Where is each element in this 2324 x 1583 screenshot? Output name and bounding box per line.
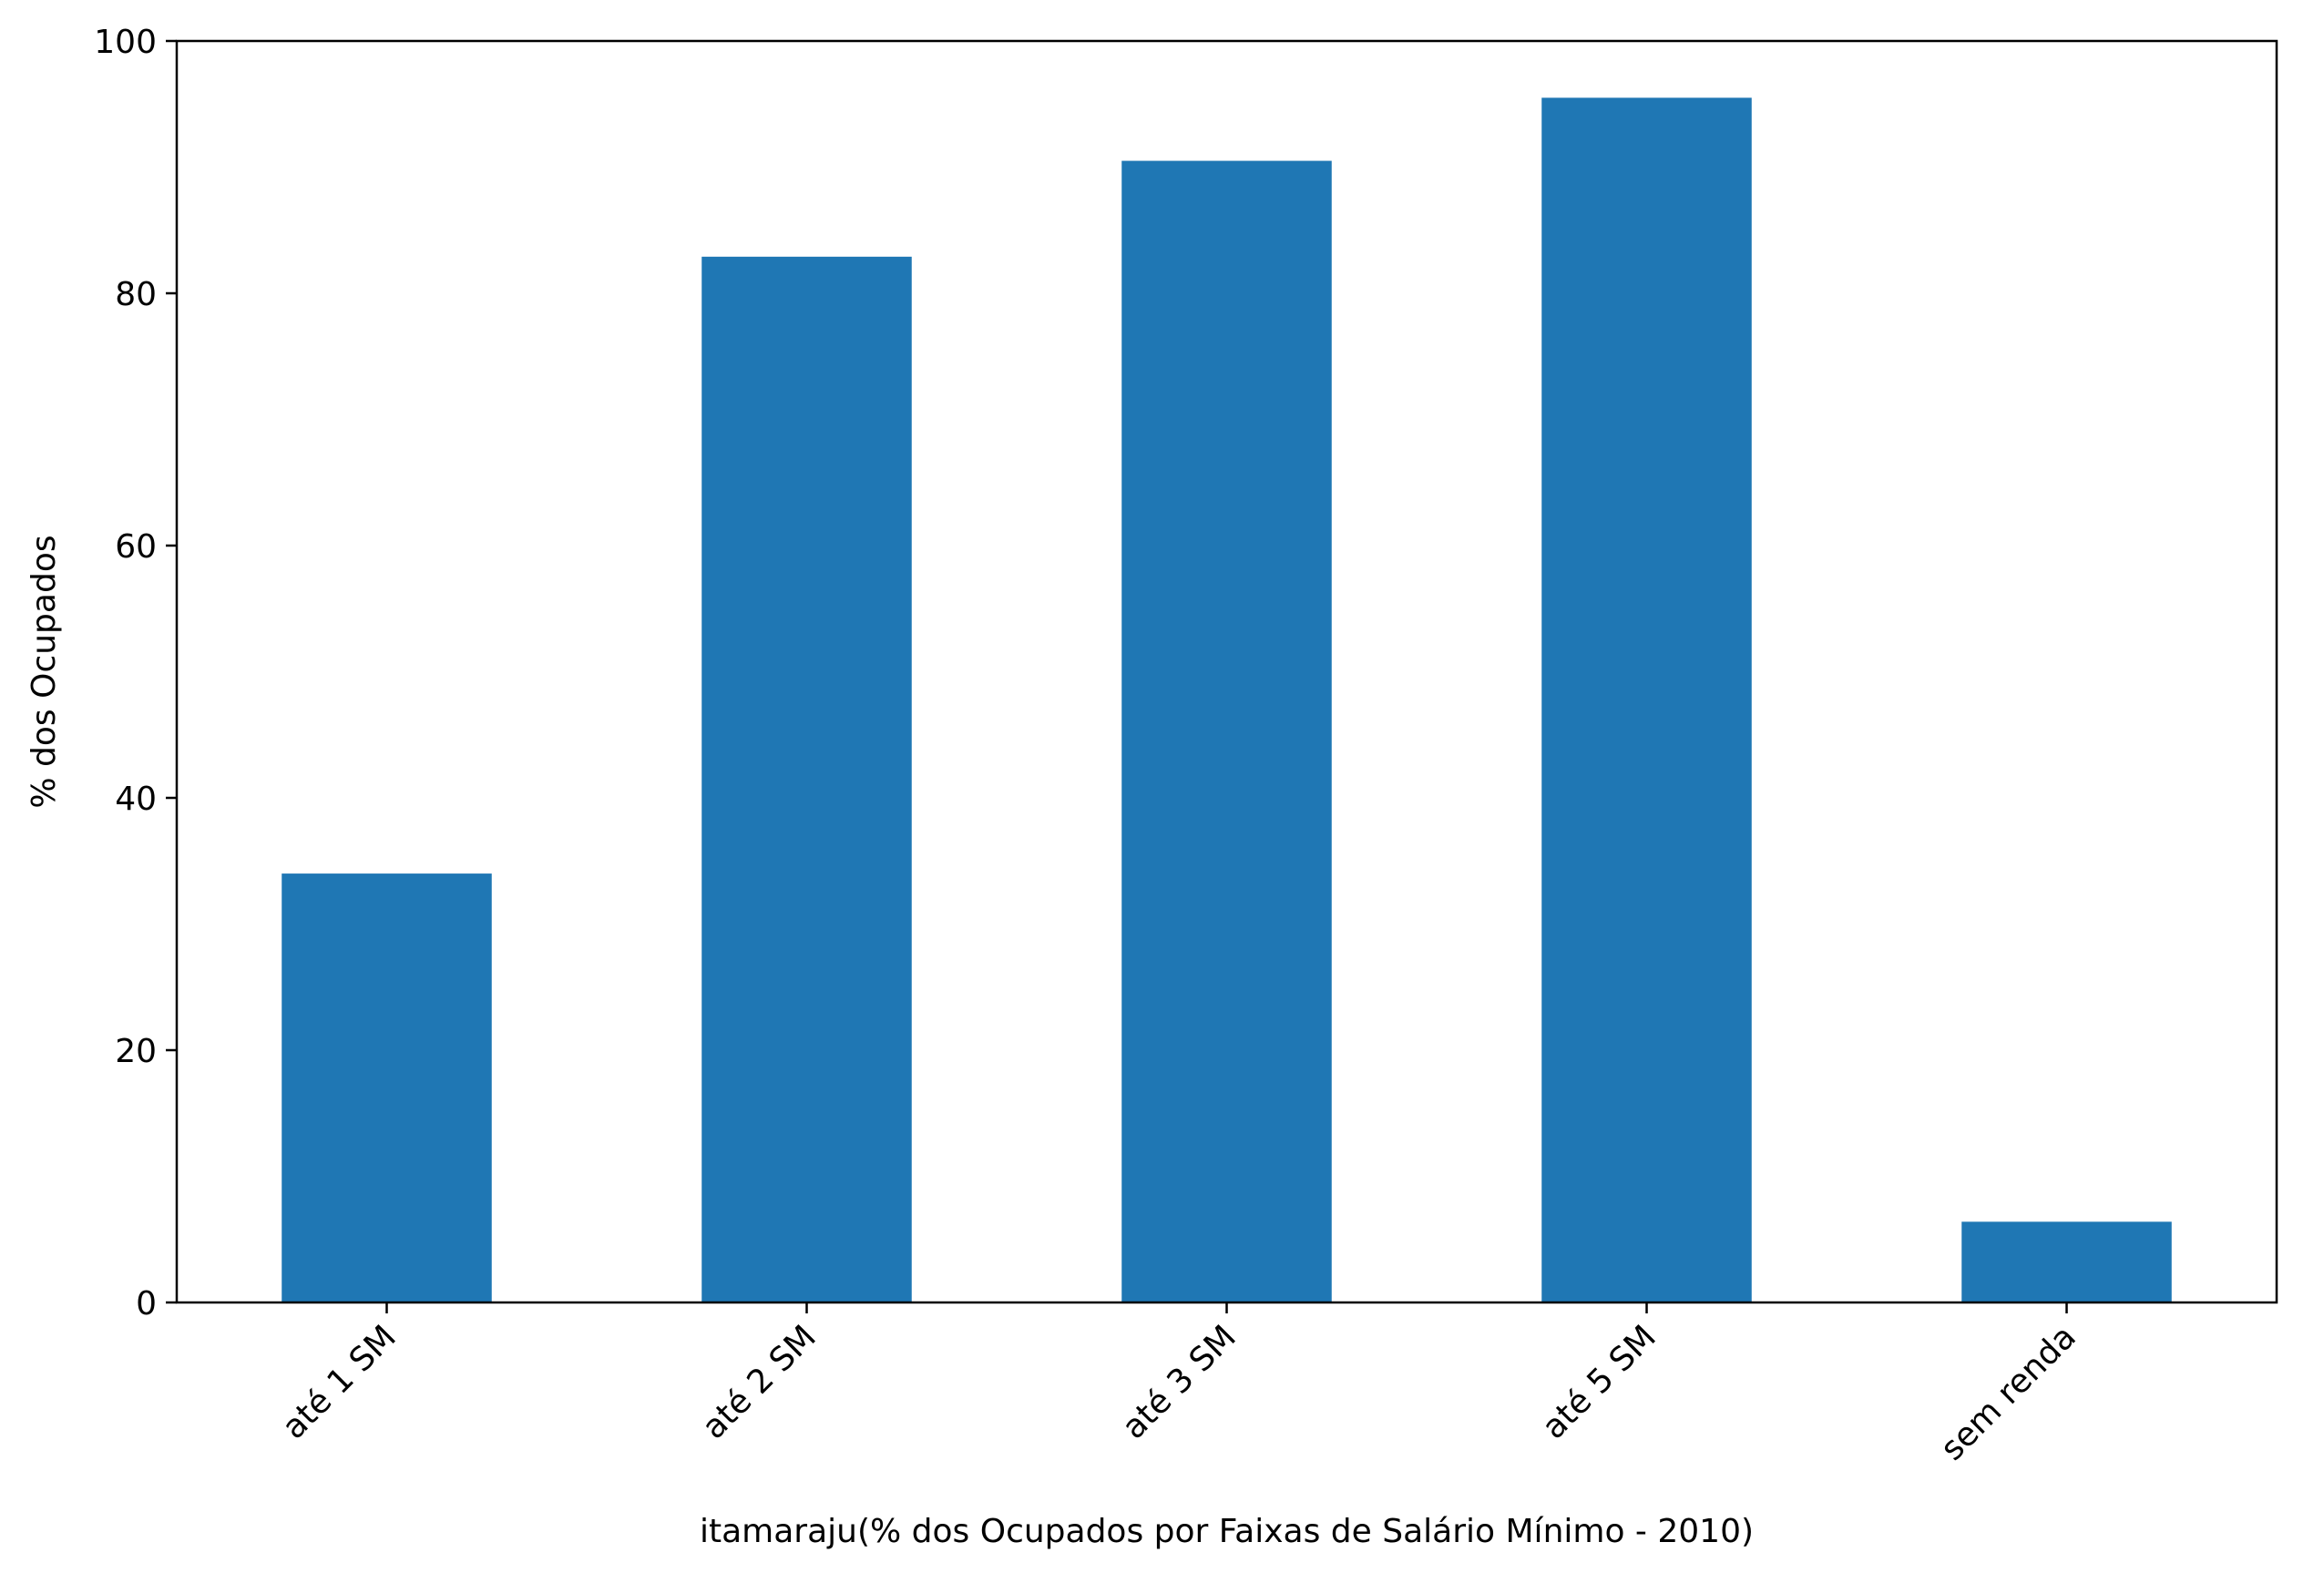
y-axis-ticks: 0 20 40 60 80 100 [94,24,177,1323]
bar-0 [282,873,492,1302]
y-tick-label-2: 40 [115,781,157,818]
bar-1 [701,256,912,1303]
y-tick-label-3: 60 [115,528,157,566]
y-tick-label-5: 100 [94,24,157,61]
y-tick-label-0: 0 [136,1285,157,1323]
bar-4 [1961,1221,2172,1302]
y-tick-label-1: 20 [115,1033,157,1070]
bar-3 [1541,97,1752,1303]
x-axis-label: itamaraju(% dos Ocupados por Faixas de S… [700,1513,1754,1550]
bar-2 [1121,160,1332,1303]
y-axis-label: % dos Ocupados [26,535,63,808]
y-tick-label-4: 80 [115,276,157,313]
plot-frame [175,39,2278,1304]
bars-group [282,97,2172,1303]
